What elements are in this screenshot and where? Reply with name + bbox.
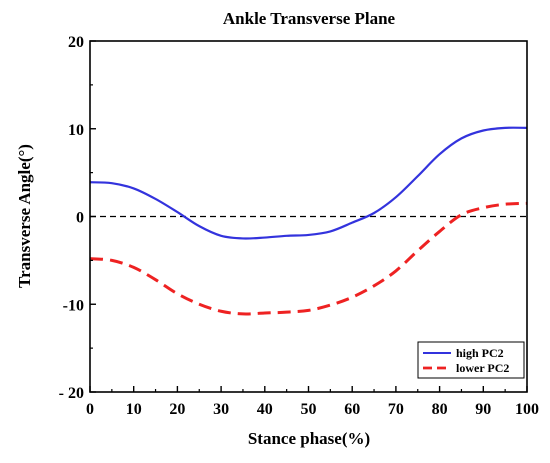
x-axis-label: Stance phase(%) — [248, 429, 370, 448]
plot-area: 0 10 20 30 40 50 60 70 80 90 100 - 20 -10 0 10 20 high P… — [59, 34, 539, 418]
y-axis-label: Transverse Angle(°) — [15, 144, 34, 288]
x-tick-label: 80 — [432, 401, 448, 418]
y-tick-label: 0 — [76, 210, 84, 227]
chart-title: Ankle Transverse Plane — [223, 9, 396, 28]
x-tick-label: 100 — [515, 401, 539, 418]
legend-label-lower-pc2: lower PC2 — [456, 361, 509, 375]
y-tick-label: - 20 — [59, 385, 84, 402]
x-tick-label: 30 — [213, 401, 229, 418]
x-tick-label: 70 — [388, 401, 404, 418]
x-tick-label: 40 — [257, 401, 273, 418]
y-tick-label: 10 — [68, 122, 84, 139]
series-line-high-pc2 — [89, 126, 528, 240]
x-tick-label: 0 — [86, 401, 94, 418]
legend-box — [417, 341, 525, 379]
x-tick-label: 50 — [301, 401, 317, 418]
x-tick-label: 20 — [169, 401, 185, 418]
y-tick-label: 20 — [68, 34, 84, 51]
x-tick-label: 90 — [475, 401, 491, 418]
x-tick-label: 60 — [344, 401, 360, 418]
series-line-lower-pc2 — [89, 201, 528, 316]
y-tick-label: -10 — [63, 297, 84, 314]
x-tick-label: 10 — [126, 401, 142, 418]
legend-label-high-pc2: high PC2 — [456, 346, 504, 360]
